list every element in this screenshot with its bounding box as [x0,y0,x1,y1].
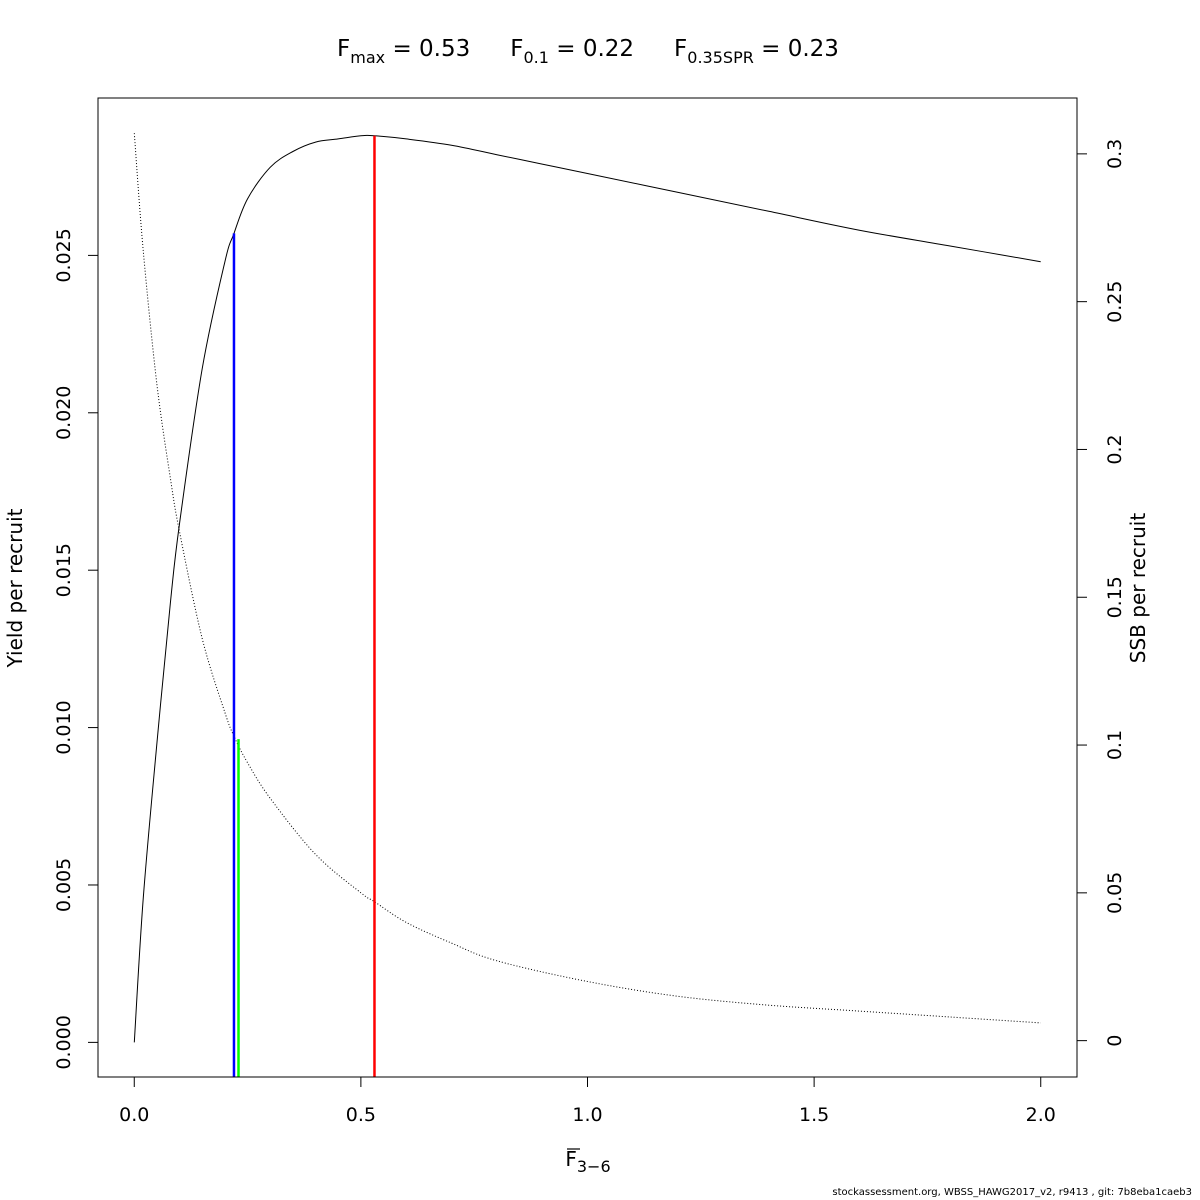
f035spr-value: = 0.23 [754,36,839,62]
y-right-tick-label: 0.3 [1104,139,1126,169]
footer-credit: stockassessment.org, WBSS_HAWG2017_v2, r… [832,1187,1192,1198]
chart-title: Fmax = 0.53 F0.1 = 0.22 F0.35SPR = 0.23 [337,36,839,67]
y-right-tick-label: 0.1 [1104,730,1126,760]
y-left-tick-label: 0.005 [53,858,75,912]
x-tick-label: 0.5 [346,1104,376,1126]
x-axis-title-subscript: 3−6 [577,1157,611,1176]
y-left-tick-label: 0.000 [53,1015,75,1069]
fmax-label: F [337,36,350,62]
y-left-tick-label: 0.015 [53,543,75,597]
x-tick-label: 2.0 [1026,1104,1056,1126]
x-axis-title: F3−6 [565,1147,610,1176]
y-axis-right-title: SSB per recruit [1126,513,1150,664]
y-axis-left-title: Yield per recruit [3,508,27,668]
chart-axes: 0.0 0.5 1.0 1.5 2.0 0.000 0.005 0.010 0.015 0.020… [53,139,1126,1126]
fmax-subscript: max [350,48,385,67]
plot-area-frame [97,97,1078,1078]
x-tick-label: 0.0 [119,1104,149,1126]
f01-value: = 0.22 [549,36,634,62]
ssb-per-recruit-line [133,133,1041,1024]
y-right-tick-label: 0.05 [1104,872,1126,914]
y-right-tick-label: 0.2 [1104,434,1126,464]
yield-per-recruit-line [133,134,1041,1043]
x-tick-label: 1.5 [799,1104,829,1126]
fmax-value: = 0.53 [385,36,470,62]
y-right-tick-label: 0.25 [1104,281,1126,323]
x-axis-title-main: F [565,1147,577,1171]
f01-label: F [510,36,523,62]
chart-marks [133,133,1041,1077]
y-right-tick-label: 0.15 [1104,576,1126,618]
y-right-tick-label: 0 [1104,1035,1126,1047]
x-tick-label: 1.0 [572,1104,602,1126]
y-left-tick-label: 0.020 [53,386,75,440]
f035spr-subscript: 0.35SPR [687,48,754,67]
f035spr-label: F [674,36,687,62]
f01-subscript: 0.1 [523,48,548,67]
y-left-tick-label: 0.010 [53,700,75,754]
y-left-tick-label: 0.025 [53,228,75,282]
